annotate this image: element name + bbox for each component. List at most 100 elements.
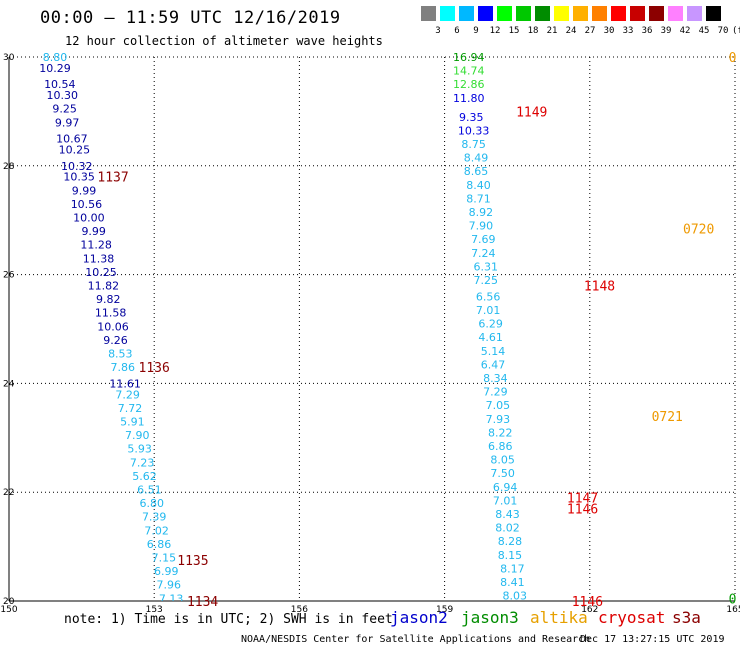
- swh-value-label: 8.28: [498, 535, 523, 548]
- scale-label: 6: [454, 26, 460, 36]
- swh-value-label: 10.56: [71, 198, 103, 211]
- swh-value-label: 10.67: [56, 133, 88, 146]
- scale-label: 70: [717, 26, 729, 36]
- swh-value-label: 7.13: [159, 592, 184, 605]
- swh-value-label: 7.25: [473, 274, 498, 287]
- track-time-label: 0: [729, 592, 737, 607]
- swh-value-label: 9.35: [459, 111, 484, 124]
- swh-value-label: 8.03: [503, 590, 528, 603]
- y-tick-label: 24: [3, 379, 15, 389]
- swh-value-label: 7.15: [152, 551, 177, 564]
- scale-swatch: [421, 6, 436, 21]
- x-tick-label: 162: [581, 605, 598, 615]
- scale-label: 45: [698, 26, 710, 36]
- swh-value-label: 10.25: [59, 143, 91, 156]
- y-tick-label: 22: [3, 488, 14, 498]
- scale-swatch: [573, 6, 588, 21]
- swh-value-label: 8.53: [108, 347, 133, 360]
- scale-label: 15: [508, 26, 520, 36]
- swh-value-label: 8.05: [490, 454, 515, 467]
- scale-label: 30: [603, 26, 615, 36]
- swh-value-label: 7.23: [130, 456, 155, 469]
- swh-value-label: 8.02: [495, 522, 520, 535]
- data-layer: 8.8010.2910.5410.309.259.9710.6710.2510.…: [39, 51, 528, 605]
- note-text: note: 1) Time is in UTC; 2) SWH is in fe…: [64, 612, 393, 627]
- swh-value-label: 10.25: [85, 266, 117, 279]
- swh-value-label: 7.39: [142, 511, 167, 524]
- swh-value-label: 14.74: [453, 65, 485, 78]
- legend-jason2: jason2: [390, 608, 448, 627]
- swh-value-label: 8.80: [43, 51, 68, 64]
- swh-value-label: 10.00: [73, 211, 105, 224]
- swh-value-label: 10.06: [97, 320, 129, 333]
- scale-swatch: [440, 6, 455, 21]
- swh-value-label: 11.82: [88, 279, 120, 292]
- scale-swatch: [459, 6, 474, 21]
- swh-value-label: 8.71: [466, 192, 491, 205]
- legend-cryosat: cryosat: [598, 608, 666, 627]
- swh-value-label: 7.05: [486, 399, 511, 412]
- legend-s3a: s3a: [672, 608, 701, 627]
- x-tick-label: 159: [436, 605, 453, 615]
- swh-value-label: 10.29: [39, 62, 71, 75]
- scale-swatch: [592, 6, 607, 21]
- scale-swatch: [478, 6, 493, 21]
- swh-value-label: 8.22: [488, 426, 513, 439]
- swh-value-label: 7.29: [115, 388, 140, 401]
- swh-value-label: 8.92: [469, 206, 494, 219]
- footer-timestamp: Dec 17 13:27:15 UTC 2019: [580, 634, 725, 645]
- swh-value-label: 9.99: [81, 225, 106, 238]
- swh-value-label: 6.51: [137, 483, 162, 496]
- swh-value-label: 16.94: [453, 51, 485, 64]
- swh-value-label: 9.97: [55, 116, 80, 129]
- swh-value-label: 11.80: [453, 92, 485, 105]
- scale-swatch: [497, 6, 512, 21]
- swh-value-label: 7.24: [471, 247, 496, 260]
- swh-value-label: 11.38: [83, 252, 115, 265]
- swh-value-label: 9.26: [103, 334, 128, 347]
- scale-swatch: [554, 6, 569, 21]
- swh-value-label: 7.86: [110, 361, 135, 374]
- x-tick-label: 165: [726, 605, 740, 615]
- scale-label: 33: [622, 26, 634, 36]
- y-tick-label: 26: [3, 271, 15, 281]
- x-tick-label: 150: [0, 605, 17, 615]
- swh-value-label: 8.15: [498, 549, 523, 562]
- swh-value-label: 6.29: [478, 318, 503, 331]
- scale-swatch: [706, 6, 721, 21]
- swh-value-label: 8.17: [500, 562, 525, 575]
- scale-label: 3: [435, 26, 441, 36]
- swh-value-label: 6.56: [476, 290, 501, 303]
- track-time-label: 1149: [516, 105, 547, 120]
- swh-value-label: 7.01: [493, 494, 518, 507]
- track-time-label: 1136: [139, 361, 170, 376]
- scale-label: 21: [546, 26, 558, 36]
- track-time-label: 0720: [683, 222, 714, 237]
- track-time-label: 0: [729, 51, 737, 66]
- swh-value-label: 6.31: [473, 260, 498, 273]
- track-time-label: 1134: [187, 595, 218, 610]
- scale-swatch: [611, 6, 626, 21]
- track-time-label: 1147: [567, 492, 598, 507]
- footer-credit: NOAA/NESDIS Center for Satellite Applica…: [241, 634, 591, 645]
- y-tick-label: 28: [3, 162, 15, 172]
- swh-value-label: 5.91: [120, 415, 145, 428]
- swh-value-label: 10.30: [46, 89, 78, 102]
- legend-jason3: jason3: [461, 608, 519, 627]
- swh-value-label: 6.94: [493, 481, 518, 494]
- y-tick-label: 30: [3, 53, 15, 63]
- swh-value-label: 8.40: [466, 179, 491, 192]
- scale-swatch: [535, 6, 550, 21]
- chart-subtitle: 12 hour collection of altimeter wave hei…: [65, 34, 383, 48]
- swh-value-label: 7.69: [471, 233, 496, 246]
- swh-value-label: 7.01: [476, 304, 501, 317]
- swh-value-label: 10.32: [61, 160, 93, 173]
- scale-swatch: [630, 6, 645, 21]
- swh-value-label: 8.43: [495, 508, 520, 521]
- chart-title: 00:00 – 11:59 UTC 12/16/2019: [40, 8, 341, 28]
- swh-value-label: 10.35: [63, 171, 95, 184]
- swh-value-label: 7.96: [156, 579, 181, 592]
- swh-value-label: 7.50: [490, 467, 515, 480]
- track-time-label: 0721: [652, 410, 683, 425]
- swh-value-label: 7.29: [483, 386, 508, 399]
